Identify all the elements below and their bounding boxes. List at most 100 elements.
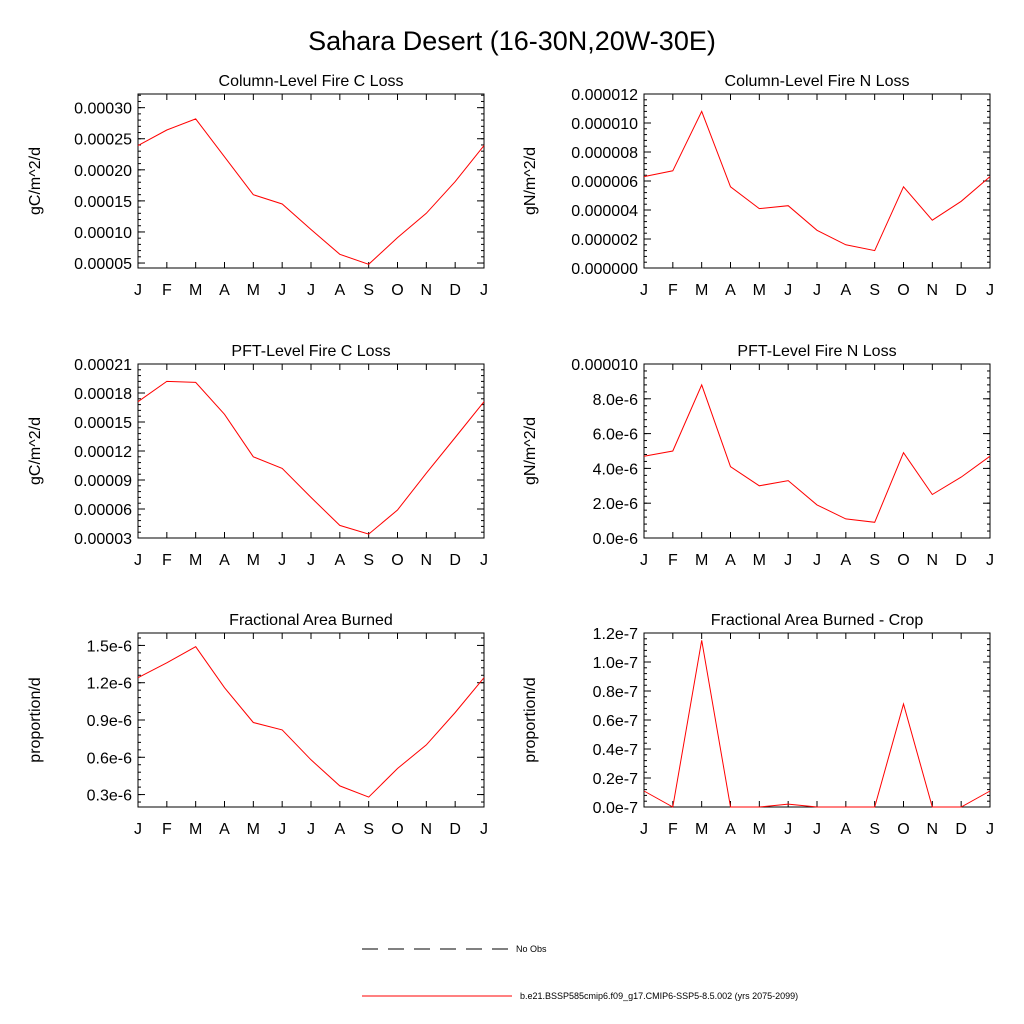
y-tick-label: 0.000004 [571,203,638,220]
y-tick-label: 1.2e-6 [87,676,132,693]
chart-title: Column-Level Fire N Loss [725,73,910,90]
x-tick-label: J [986,552,994,569]
x-tick-label: J [307,282,315,299]
series-line [137,380,485,535]
legend-obs-label: No Obs [516,944,547,954]
x-tick-label: J [640,552,648,569]
x-tick-label: M [753,821,766,838]
y-tick-label: 2.0e-6 [593,496,638,513]
plot-frame [137,363,485,539]
y-tick-label: 0.00006 [74,502,132,519]
x-tick-label: A [840,821,851,838]
chart-title: Fractional Area Burned - Crop [711,612,924,629]
chart-title: PFT-Level Fire C Loss [231,343,390,360]
y-tick-label: 0.00009 [74,473,132,490]
y-tick-label: 0.00005 [74,256,132,273]
x-tick-label: J [278,282,286,299]
y-tick-label: 8.0e-6 [593,392,638,409]
x-tick-label: J [134,552,142,569]
x-tick-label: O [897,282,909,299]
x-tick-label: J [784,282,792,299]
x-tick-label: F [162,282,172,299]
chart-title: Column-Level Fire C Loss [219,73,404,90]
series-line [137,118,485,265]
x-tick-label: J [134,282,142,299]
y-tick-label: 0.4e-7 [593,742,638,759]
plot-frame [137,632,485,808]
x-tick-label: S [869,282,880,299]
x-tick-label: J [986,282,994,299]
y-axis-label: gC/m^2/d [27,417,44,485]
y-tick-label: 0.000012 [571,87,638,104]
y-tick-label: 0.00012 [74,444,132,461]
plot-frame [643,632,991,808]
x-tick-label: J [480,282,488,299]
x-tick-label: F [668,821,678,838]
y-axis-label: gN/m^2/d [522,417,539,485]
x-tick-label: D [955,821,967,838]
x-tick-label: N [927,821,939,838]
x-tick-label: J [480,821,488,838]
y-tick-label: 0.00003 [74,531,132,548]
x-tick-label: J [784,552,792,569]
y-tick-label: 0.00018 [74,386,132,403]
x-tick-label: A [219,821,230,838]
x-tick-label: N [927,282,939,299]
plot-frame [643,363,991,539]
x-tick-label: M [247,821,260,838]
x-tick-label: M [753,552,766,569]
x-tick-label: J [278,552,286,569]
series-line [643,110,991,252]
x-tick-label: A [840,552,851,569]
y-tick-label: 0.2e-7 [593,771,638,788]
y-tick-label: 1.5e-6 [87,638,132,655]
y-tick-label: 0.00015 [74,415,132,432]
y-tick-label: 0.0e-7 [593,800,638,817]
y-tick-label: 0.000006 [571,174,638,191]
y-tick-label: 0.6e-7 [593,713,638,730]
y-tick-label: 0.00025 [74,132,132,149]
legend: No Obs b.e21.BSSP585cmip6.f09_g17.CMIP6-… [362,944,798,1001]
x-tick-label: S [869,821,880,838]
x-tick-label: J [813,552,821,569]
x-tick-label: N [421,821,433,838]
y-tick-label: 0.00015 [74,194,132,211]
y-tick-label: 0.3e-6 [87,788,132,805]
x-tick-label: S [363,552,374,569]
x-tick-label: O [391,282,403,299]
x-tick-label: N [421,282,433,299]
x-tick-label: N [421,552,433,569]
y-axis-label: proportion/d [522,677,539,762]
y-tick-label: 0.00021 [74,357,132,374]
figure-title: Sahara Desert (16-30N,20W-30E) [308,26,716,56]
x-tick-label: D [955,552,967,569]
x-tick-label: S [363,282,374,299]
x-tick-label: J [640,821,648,838]
x-tick-label: J [986,821,994,838]
y-tick-label: 0.00010 [74,225,132,242]
x-tick-label: M [753,282,766,299]
x-tick-label: J [278,821,286,838]
x-tick-label: M [695,552,708,569]
x-tick-label: J [640,282,648,299]
x-tick-label: J [307,552,315,569]
chart-title: PFT-Level Fire N Loss [737,343,896,360]
x-tick-label: F [162,821,172,838]
y-tick-label: 6.0e-6 [593,427,638,444]
y-axis-label: proportion/d [27,677,44,762]
x-tick-label: J [813,821,821,838]
y-tick-label: 1.0e-7 [593,655,638,672]
series-line [137,646,485,798]
chart-title: Fractional Area Burned [229,612,393,629]
x-tick-label: S [869,552,880,569]
y-axis-label: gN/m^2/d [522,147,539,215]
x-tick-label: A [725,282,736,299]
y-tick-label: 0.000000 [571,261,638,278]
x-tick-label: F [162,552,172,569]
